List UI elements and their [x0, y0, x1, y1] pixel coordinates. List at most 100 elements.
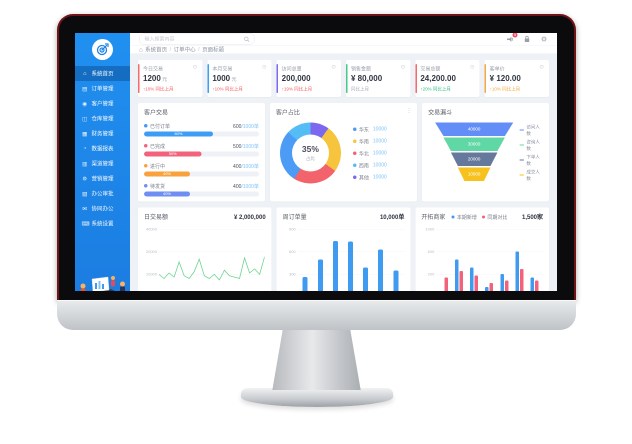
funnel-label-2: 下单人数 — [519, 153, 543, 168]
sidebar-item-9[interactable]: ✉ 协同办公 — [75, 201, 130, 216]
progress-track[interactable]: 40% — [144, 191, 259, 197]
deal-value-done: 500 — [233, 144, 242, 150]
bar-5[interactable] — [378, 249, 384, 291]
deal-label: 已完成 — [150, 144, 165, 150]
panel-daily-line-chart: 日交易额 ¥ 2,000,000 40000 20000 10000 — [138, 207, 272, 291]
series-1-bar — [459, 270, 463, 291]
search-box[interactable] — [139, 33, 255, 45]
more-icon[interactable]: ⋮ — [406, 107, 413, 114]
funnel-step-3[interactable]: 10000 — [457, 167, 491, 181]
sidebar-item-8[interactable]: ▧ 办公审批 — [75, 186, 130, 201]
bar-chart[interactable]: 900 600 300 — [283, 225, 405, 291]
sidebar-item-label: 订单管理 — [91, 86, 114, 92]
sidebar-item-6[interactable]: ▥ 渠道管理 — [75, 156, 130, 171]
funnel-label-0: 访问人数 — [519, 123, 543, 138]
notification-badge: 5 — [512, 33, 518, 38]
sidebar-item-1[interactable]: ▤ 订单管理 — [75, 81, 130, 96]
series-1-bar — [519, 268, 524, 291]
stat-card-value: 1000 元 — [212, 74, 237, 84]
lock-icon[interactable] — [523, 35, 531, 43]
bar-group-6[interactable] — [530, 225, 539, 291]
main-area: 5 ⚙ — [130, 33, 557, 291]
bar-group-5[interactable] — [515, 225, 524, 291]
grouped-bar-chart[interactable]: 1000 600 200 — [421, 225, 543, 291]
sidebar-item-10[interactable]: ⌨ 系统设置 — [75, 216, 130, 231]
sidebar-item-5[interactable]: ◔ 数据报表 — [75, 141, 130, 156]
card-gear-icon[interactable]: ⊙ — [262, 64, 267, 70]
funnel-labels: 访问人数 咨询人数 下单人数 成交人数 — [519, 123, 543, 183]
stat-card-2[interactable]: 访问总量 ⊙ 200,000 ↑19% 同比上月 — [276, 60, 341, 97]
stat-card-3[interactable]: 销售金额 ⊙ ¥ 80,000 同比上月 — [346, 60, 411, 97]
stat-card-header: 销售金额 ⊙ — [351, 64, 406, 73]
card-gear-icon[interactable]: ⊙ — [539, 64, 544, 70]
funnel-step-1[interactable]: 30000 — [443, 137, 505, 151]
y-axis-label: 40000 — [145, 227, 157, 232]
sidebar-item-2[interactable]: ◉ 客户管理 — [75, 96, 130, 111]
legend-value: 10000 — [372, 174, 387, 180]
app-logo[interactable] — [75, 33, 130, 66]
sidebar-item-7[interactable]: ⚙ 营销管理 — [75, 171, 130, 186]
progress-track[interactable]: 50% — [144, 151, 259, 157]
funnel-label-1: 咨询人数 — [519, 138, 543, 153]
card-gear-icon[interactable]: ⊙ — [192, 64, 198, 70]
line-chart[interactable]: 40000 20000 10000 — [144, 225, 266, 291]
breadcrumb-home[interactable]: 系统首页 — [145, 47, 168, 53]
stat-card-0[interactable]: 今日交易 ⊙ 1200 元 ↑10% 同比上月 — [138, 60, 203, 97]
sidebar-item-3[interactable]: ◫ 仓库管理 — [75, 111, 130, 126]
bar-2[interactable] — [332, 240, 338, 291]
card-gear-icon[interactable]: ⊙ — [331, 64, 336, 70]
stat-card-1[interactable]: 本月交易 ⊙ 1000 元 ↑10% 同比上月 — [207, 60, 272, 97]
breadcrumb-separator: / — [198, 46, 200, 53]
y-axis-label: 600 — [427, 249, 435, 255]
deal-progress-list: 已付订单 600/1000单 60% 已完成 500/1000单 50% 进行中 400/10… — [144, 122, 259, 197]
reports-icon: ◔ — [83, 145, 87, 152]
target-logo-icon — [92, 39, 113, 60]
panel-funnel: 交易漏斗 40000 30000 20000 10000 访问人数 咨询人数 下单人数 成交… — [422, 103, 549, 202]
home-icon[interactable]: ⌂ — [139, 46, 143, 53]
search-icon[interactable] — [244, 36, 250, 42]
stat-card-trend: ↑20% 同比上月 — [420, 86, 451, 92]
stat-card-4[interactable]: 交易总额 ⊙ 24,200.00 ↑20% 同比上月 — [415, 60, 480, 97]
funnel-step-label: 成交人数 — [526, 169, 540, 182]
breadcrumb-page: 页面标题 — [202, 47, 225, 53]
funnel-step-2[interactable]: 20000 — [450, 152, 498, 166]
sidebar-item-0[interactable]: ⌂ 系统首页 — [75, 66, 130, 81]
progress-track[interactable]: 40% — [144, 171, 259, 177]
approval-icon: ▧ — [82, 190, 88, 197]
funnel-tick — [519, 174, 524, 176]
bar-0[interactable] — [302, 276, 308, 291]
settings-gear-icon[interactable]: ⚙ — [540, 34, 548, 43]
breadcrumb-section[interactable]: 订单中心 — [173, 47, 196, 53]
bar-group-2[interactable] — [470, 225, 479, 291]
legend-dot — [352, 139, 357, 143]
donut-chart[interactable]: 35% 占比 — [279, 122, 341, 184]
deal-row-3: 待发货 400/1000单 40% — [144, 182, 259, 197]
funnel-tick — [519, 144, 524, 146]
sidebar-item-label: 协同办公 — [91, 206, 114, 212]
card-gear-icon[interactable]: ⊙ — [470, 64, 475, 70]
notification-icon[interactable]: 5 — [506, 33, 518, 43]
bar-3[interactable] — [347, 241, 353, 291]
stat-card-header: 访问总量 ⊙ — [282, 64, 336, 72]
bar-group-0[interactable] — [440, 225, 448, 291]
bar-6[interactable] — [393, 270, 399, 291]
legend-item-1: 华南 10000 — [352, 137, 387, 145]
bar-4[interactable] — [363, 267, 369, 291]
bar-1[interactable] — [317, 259, 323, 291]
deal-row-header: 已付订单 600/1000单 — [144, 122, 259, 130]
funnel-chart[interactable]: 40000 30000 20000 10000 — [435, 122, 514, 183]
bar-group-3[interactable] — [485, 225, 494, 291]
sidebar-item-4[interactable]: ▦ 财务管理 — [75, 126, 130, 141]
progress-track[interactable]: 60% — [144, 131, 259, 137]
bar-group-1[interactable] — [454, 225, 463, 291]
dashboard: ⌂ 系统首页 ▤ 订单管理 ◉ 客户管理 ◫ 仓库管理 ▦ 财务管理 ◔ 数据报表 ▥ 渠道管理 ⚙ 营销管理… — [75, 33, 557, 291]
stat-card-label: 销售金额 — [351, 66, 371, 73]
card-gear-icon[interactable]: ⊙ — [400, 64, 406, 70]
series-0-bar — [500, 274, 504, 291]
funnel-step-0[interactable]: 40000 — [435, 122, 514, 136]
stat-card-5[interactable]: 客单价 ⊙ ¥ 120.00 ↑10% 同比上月 — [484, 60, 549, 97]
bar-group-4[interactable] — [500, 225, 509, 291]
stat-card-trend: 同比上月 — [351, 86, 370, 92]
search-input[interactable] — [144, 36, 241, 42]
deal-value: 400/1000单 — [233, 162, 259, 170]
